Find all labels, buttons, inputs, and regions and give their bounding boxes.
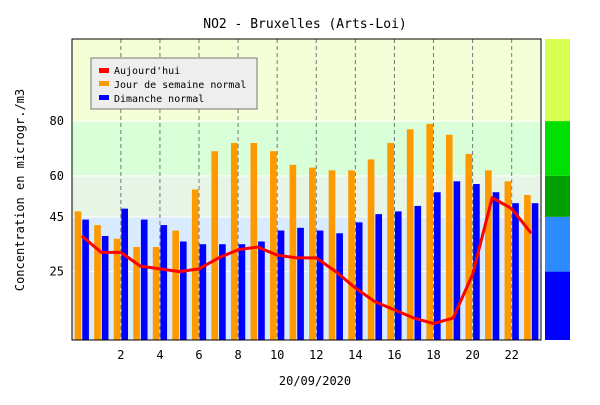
bar-weekday-23 — [524, 194, 531, 340]
bar-weekday-11 — [289, 164, 297, 340]
bar-sunday-17 — [414, 205, 422, 340]
bar-weekday-21 — [485, 170, 492, 340]
bar-weekday-4 — [152, 246, 160, 340]
x-tick-label-10: 10 — [270, 348, 284, 362]
legend-swatch-sunday — [99, 95, 109, 100]
bar-sunday-15 — [375, 214, 383, 340]
bar-sunday-0 — [82, 219, 89, 340]
bar-weekday-3 — [133, 246, 140, 340]
y-tick-labels: 25 45 60 80 — [50, 114, 64, 279]
line-today — [80, 196, 533, 326]
bar-weekday-7 — [211, 151, 219, 340]
bar-sunday-8 — [238, 244, 246, 340]
y-tick-label-45: 45 — [50, 210, 64, 224]
bar-weekday-10 — [270, 151, 277, 340]
chart-title: NO2 - Bruxelles (Arts-Loi) — [203, 17, 407, 32]
bar-weekday-9 — [250, 142, 258, 340]
bar-sunday-6 — [199, 244, 207, 340]
legend-box — [90, 57, 258, 110]
bar-weekday-6 — [191, 189, 199, 340]
background-band-0 — [72, 216, 541, 340]
x-axis-label: 20/09/2020 — [279, 374, 351, 388]
bar-weekday-14 — [348, 170, 355, 340]
color-scale-segment-2 — [545, 175, 570, 217]
bar-weekday-2 — [113, 238, 121, 340]
bar-weekday-15 — [367, 159, 375, 340]
legend: Aujourd'hui Jour de semaine normal Diman… — [90, 57, 258, 110]
y-axis-label: Concentration en microgr./m3 — [13, 89, 27, 291]
bar-sunday-7 — [219, 244, 226, 340]
bar-sunday-23 — [531, 203, 539, 340]
legend-swatch-today — [99, 68, 109, 73]
bar-sunday-3 — [140, 219, 148, 340]
bar-sunday-18 — [434, 192, 441, 340]
x-tick-label-6: 6 — [195, 348, 202, 362]
plot-frame — [71, 38, 542, 341]
bar-weekday-13 — [328, 170, 336, 340]
bar-weekday-12 — [309, 167, 316, 340]
color-scale-segment-3 — [545, 121, 570, 176]
bar-sunday-1 — [101, 236, 109, 340]
legend-label-today: Aujourd'hui — [114, 66, 180, 77]
bar-weekday-17 — [406, 129, 414, 340]
bar-series-group — [74, 123, 539, 340]
x-tick-label-8: 8 — [234, 348, 241, 362]
y-tick-label-25: 25 — [50, 265, 64, 279]
bar-sunday-5 — [179, 241, 187, 340]
bar-sunday-10 — [277, 230, 285, 340]
bar-weekday-5 — [172, 230, 179, 340]
x-tick-label-22: 22 — [504, 348, 518, 362]
bar-weekday-22 — [504, 181, 512, 340]
legend-label-weekday: Jour de semaine normal — [114, 80, 246, 91]
color-scale-bar — [545, 39, 570, 340]
bar-sunday-11 — [297, 227, 304, 340]
y-tick-label-60: 60 — [50, 169, 64, 183]
bar-sunday-16 — [394, 211, 402, 340]
color-scale-segment-4 — [545, 39, 570, 122]
bar-sunday-22 — [512, 203, 519, 340]
background-band-2 — [72, 121, 541, 176]
bar-sunday-14 — [355, 222, 363, 340]
bar-weekday-1 — [94, 225, 101, 340]
color-scale-segment-0 — [545, 271, 570, 340]
x-tick-label-18: 18 — [426, 348, 440, 362]
background-band-1 — [72, 175, 541, 217]
bar-weekday-16 — [387, 142, 394, 340]
bar-sunday-4 — [160, 225, 168, 340]
color-scale-segment-1 — [545, 216, 570, 272]
bar-sunday-9 — [258, 241, 265, 340]
bar-weekday-8 — [230, 142, 238, 340]
x-tick-label-12: 12 — [309, 348, 323, 362]
x-tick-label-4: 4 — [156, 348, 163, 362]
y-tick-label-80: 80 — [50, 114, 64, 128]
legend-label-sunday: Dimanche normal — [114, 94, 204, 105]
x-tick-labels: 2 4 6 8 10 12 14 16 18 20 22 — [117, 348, 519, 362]
bar-sunday-21 — [492, 192, 500, 340]
bar-weekday-20 — [465, 153, 473, 340]
x-tick-label-2: 2 — [117, 348, 124, 362]
bar-sunday-2 — [121, 208, 128, 340]
x-tick-label-14: 14 — [348, 348, 362, 362]
bar-sunday-19 — [453, 181, 461, 340]
bar-weekday-18 — [426, 123, 434, 340]
bar-weekday-19 — [445, 134, 453, 340]
line-series-group — [80, 196, 533, 326]
x-tick-label-20: 20 — [465, 348, 479, 362]
bar-sunday-12 — [316, 230, 324, 340]
bar-weekday-0 — [74, 211, 82, 340]
x-tick-label-16: 16 — [387, 348, 401, 362]
legend-swatch-weekday — [99, 81, 109, 86]
bar-sunday-13 — [336, 233, 343, 340]
